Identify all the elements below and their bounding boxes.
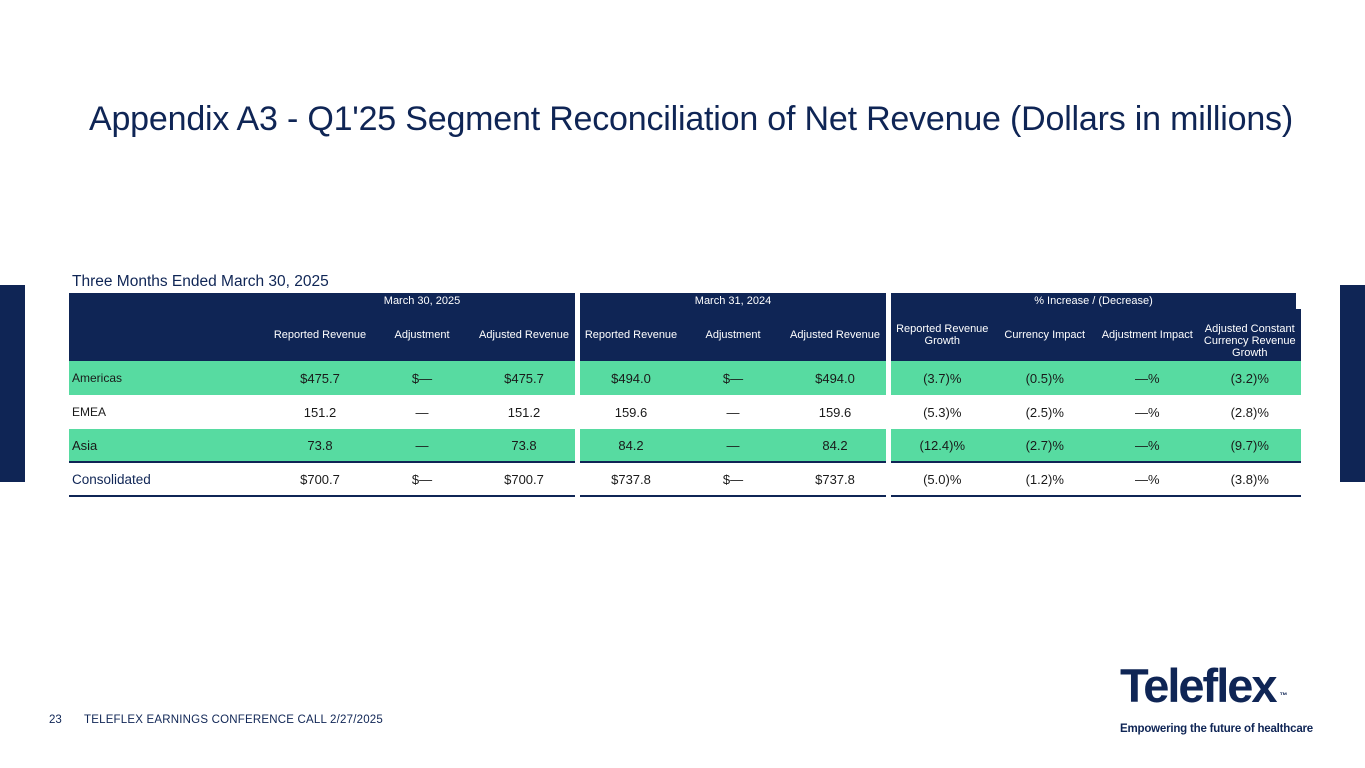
column-gap [886, 395, 891, 429]
col-header: Reported Revenue Growth [891, 309, 994, 361]
table-cell: (0.5)% [993, 361, 1096, 395]
col-header: Currency Impact [993, 309, 1096, 361]
page-title: Appendix A3 - Q1'25 Segment Reconciliati… [89, 100, 1293, 138]
header-blank [69, 309, 269, 361]
col-header: Adjustment [371, 309, 473, 361]
table-cell: $— [371, 463, 473, 497]
table-cell: (3.2)% [1198, 361, 1301, 395]
group-header-march-2024: March 31, 2024 [580, 293, 886, 309]
col-header: Adjusted Constant Currency Revenue Growt… [1198, 309, 1301, 361]
column-gap [886, 463, 891, 497]
table-cell: 151.2 [303, 404, 337, 420]
logo-wordmark: Teleflex ™ [1120, 662, 1330, 720]
header-blank [69, 293, 269, 309]
table-cell: 159.6 [818, 404, 852, 420]
table-cell: (2.8)% [1230, 404, 1269, 420]
logo-wordmark-text: Teleflex [1120, 659, 1278, 712]
table-cell: (2.5)% [1025, 404, 1064, 420]
col-header: Adjusted Revenue [784, 309, 886, 361]
table-cell: 73.8 [269, 429, 371, 463]
table-row-emea: EMEA 151.2 — 151.2 159.6 — 159.6 (5.3)% … [69, 395, 1296, 429]
table-cell: (1.2)% [993, 463, 1096, 497]
footer-text: TELEFLEX EARNINGS CONFERENCE CALL 2/27/2… [84, 714, 383, 726]
table-cell: $737.8 [580, 463, 682, 497]
page-number: 23 [49, 714, 62, 726]
table-cell: $— [682, 361, 784, 395]
table-cell: (12.4)% [891, 429, 994, 463]
table-row-consolidated: Consolidated $700.7 $— $700.7 $737.8 $— … [69, 463, 1301, 497]
col-header: Adjusted Revenue [473, 309, 575, 361]
table-cell: — [415, 404, 429, 420]
col-header: Adjustment Impact [1096, 309, 1199, 361]
table-cell: 84.2 [580, 429, 682, 463]
column-gap [575, 395, 580, 429]
row-label: Asia [69, 429, 269, 463]
table-cell: $737.8 [784, 463, 886, 497]
row-label: EMEA [72, 405, 107, 419]
table-cell: —% [1134, 404, 1160, 420]
table-cell: (5.0)% [891, 463, 994, 497]
table-cell: $475.7 [269, 361, 371, 395]
column-gap [575, 293, 580, 309]
table-cell: (3.7)% [891, 361, 994, 395]
table-cell: $494.0 [784, 361, 886, 395]
table-subtitle: Three Months Ended March 30, 2025 [72, 273, 329, 290]
table-cell: — [726, 404, 740, 420]
table-cell: 159.6 [614, 404, 648, 420]
table-cell: $— [371, 361, 473, 395]
reconciliation-table: March 30, 2025 March 31, 2024 % Increase… [69, 293, 1301, 497]
group-header-pct-change: % Increase / (Decrease) [891, 293, 1296, 309]
table-cell: — [682, 429, 784, 463]
group-header-row: March 30, 2025 March 31, 2024 % Increase… [69, 293, 1296, 309]
column-gap [575, 361, 580, 395]
table-cell: —% [1096, 463, 1199, 497]
table-cell: $700.7 [473, 463, 575, 497]
col-header: Reported Revenue [580, 309, 682, 361]
teleflex-logo: Teleflex ™ Empowering the future of heal… [1120, 662, 1330, 736]
table-cell: (3.8)% [1198, 463, 1301, 497]
table-cell: (9.7)% [1198, 429, 1301, 463]
table-cell: 73.8 [473, 429, 575, 463]
column-gap [575, 309, 580, 361]
logo-tagline: Empowering the future of healthcare [1120, 723, 1313, 735]
table-cell: $475.7 [473, 361, 575, 395]
column-gap [886, 361, 891, 395]
table-cell: $494.0 [580, 361, 682, 395]
col-header: Adjustment [682, 309, 784, 361]
table-cell: $700.7 [269, 463, 371, 497]
right-accent-bar [1340, 285, 1365, 482]
table-cell: —% [1096, 429, 1199, 463]
table-cell: 151.2 [507, 404, 541, 420]
column-gap [886, 293, 891, 309]
table-cell: — [371, 429, 473, 463]
row-label: Consolidated [69, 463, 269, 497]
column-header-row: Reported Revenue Adjustment Adjusted Rev… [69, 309, 1301, 361]
table-cell: (2.7)% [993, 429, 1096, 463]
column-gap [575, 463, 580, 497]
table-row-americas: Americas $475.7 $— $475.7 $494.0 $— $494… [69, 361, 1301, 395]
column-gap [886, 309, 891, 361]
group-header-march-2025: March 30, 2025 [269, 293, 575, 309]
table-cell: $— [682, 463, 784, 497]
row-label: Americas [69, 361, 269, 395]
column-gap [886, 429, 891, 463]
table-cell: (5.3)% [923, 404, 962, 420]
table-cell: —% [1096, 361, 1199, 395]
col-header: Reported Revenue [269, 309, 371, 361]
left-accent-bar [0, 285, 25, 482]
table-cell: 84.2 [784, 429, 886, 463]
table-row-asia: Asia 73.8 — 73.8 84.2 — 84.2 (12.4)% (2.… [69, 429, 1301, 463]
logo-trademark: ™ [1279, 691, 1288, 700]
column-gap [575, 429, 580, 463]
